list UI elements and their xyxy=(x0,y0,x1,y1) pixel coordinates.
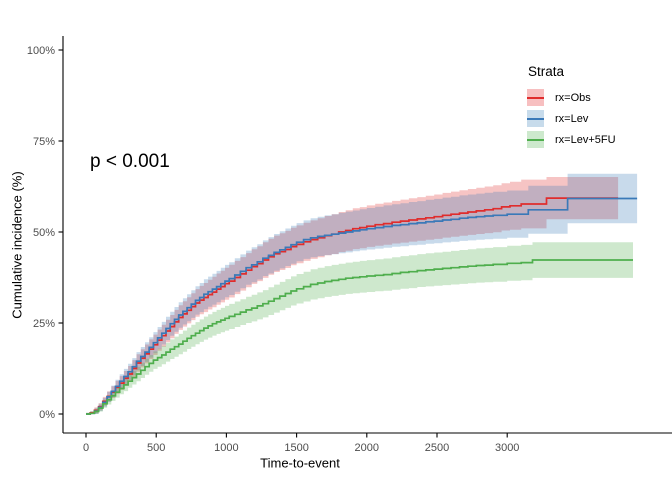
y-tick-label: 100% xyxy=(27,45,55,57)
x-tick-label: 2500 xyxy=(425,442,449,454)
legend-key-line-icon xyxy=(527,96,544,99)
legend-key-line-icon xyxy=(527,117,544,120)
legend-key-swatch xyxy=(527,89,544,106)
legend-key-line-icon xyxy=(527,138,544,141)
y-tick-label: 25% xyxy=(33,318,55,330)
legend: Strata rx=Obs rx=Lev rx=Lev+5FU xyxy=(527,64,616,152)
y-axis-title: Cumulative incidence (%) xyxy=(9,171,25,319)
ci-band-rx-lev xyxy=(86,173,638,414)
legend-item-rx-lev: rx=Lev xyxy=(527,110,616,127)
x-tick-label: 1000 xyxy=(214,442,238,454)
legend-key-swatch xyxy=(527,131,544,148)
ci-curve-rx-lev-5fu xyxy=(86,259,633,415)
legend-items: rx=Obs rx=Lev rx=Lev+5FU xyxy=(527,89,616,148)
legend-item-label: rx=Lev xyxy=(555,112,589,125)
legend-item-label: rx=Obs xyxy=(555,91,591,104)
legend-title: Strata xyxy=(528,64,565,79)
ci-band-rx-obs xyxy=(86,177,619,414)
ci-curve-rx-lev xyxy=(86,197,638,415)
y-tick-label: 0% xyxy=(39,409,55,421)
x-tick-label: 2000 xyxy=(355,442,379,454)
x-axis-title: Time-to-event xyxy=(260,455,340,471)
legend-item-rx-lev-5fu: rx=Lev+5FU xyxy=(527,131,616,148)
x-tick-label: 0 xyxy=(83,442,89,454)
x-tick-label: 500 xyxy=(147,442,165,454)
x-tick-label: 3000 xyxy=(495,442,519,454)
legend-item-label: rx=Lev+5FU xyxy=(555,133,616,146)
y-tick-label: 75% xyxy=(33,136,55,148)
p-value-annotation: p < 0.001 xyxy=(90,151,170,172)
legend-key-swatch xyxy=(527,110,544,127)
legend-item-rx-obs: rx=Obs xyxy=(527,89,616,106)
y-tick-label: 50% xyxy=(33,227,55,239)
x-tick-label: 1500 xyxy=(284,442,308,454)
